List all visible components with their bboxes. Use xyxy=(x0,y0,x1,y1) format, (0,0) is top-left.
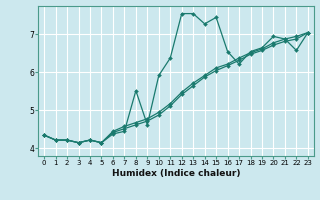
X-axis label: Humidex (Indice chaleur): Humidex (Indice chaleur) xyxy=(112,169,240,178)
